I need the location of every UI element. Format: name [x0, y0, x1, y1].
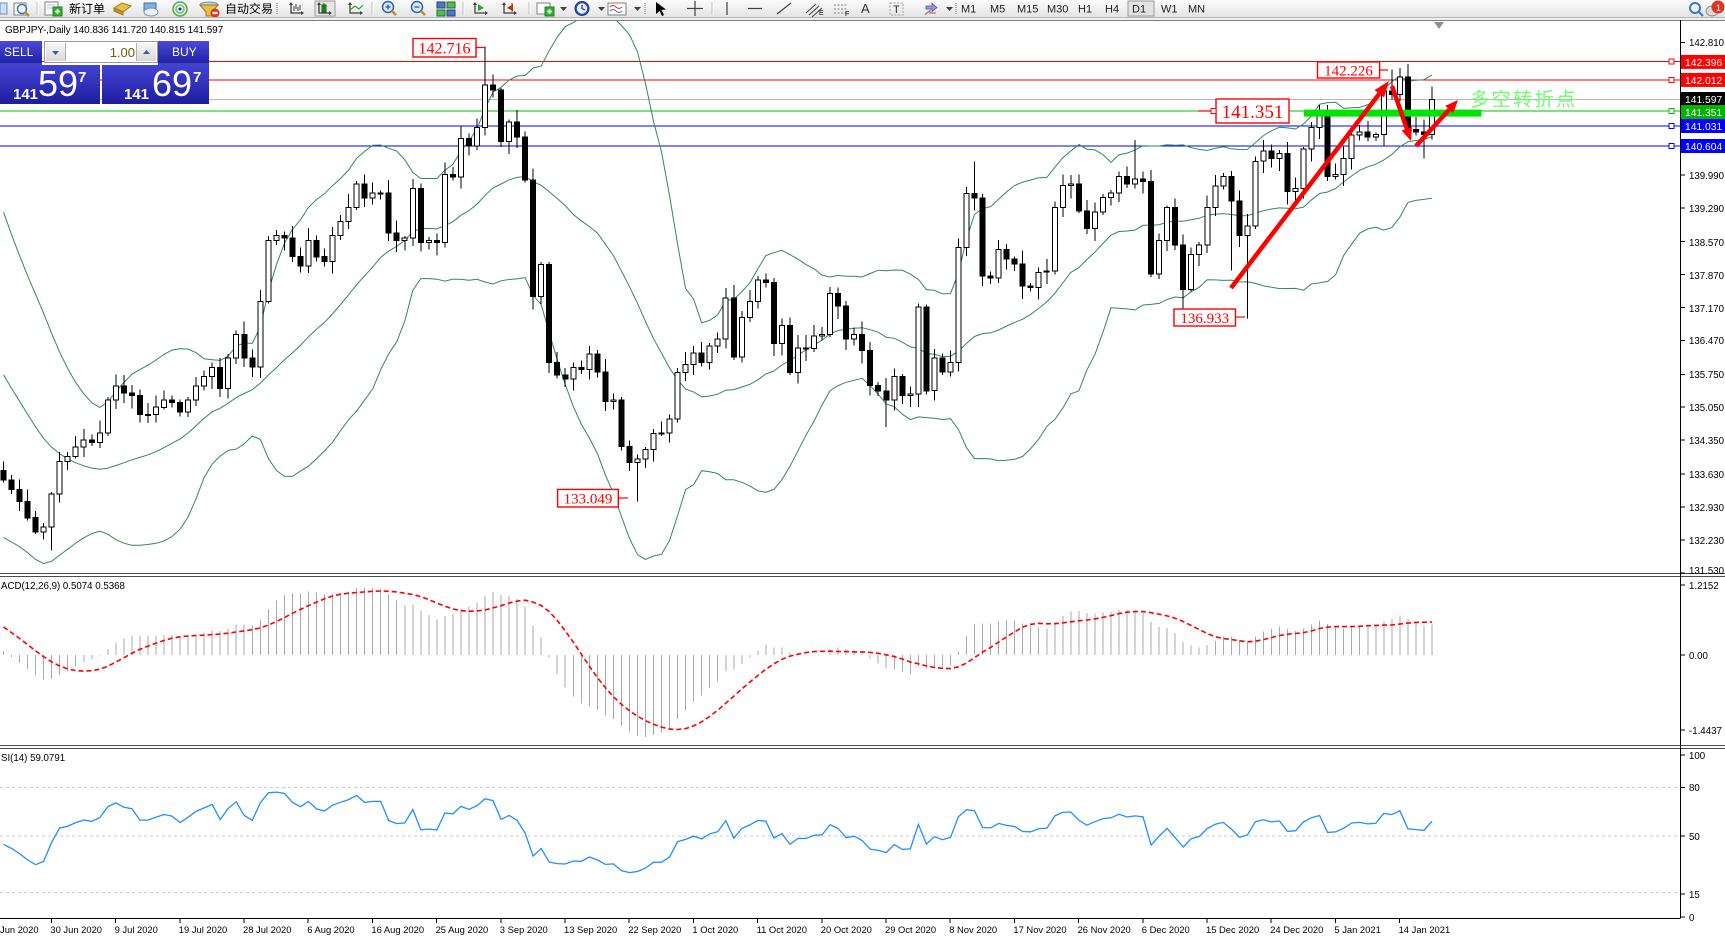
svg-text:131.530: 131.530 [1689, 566, 1725, 577]
svg-text:133.630: 133.630 [1689, 470, 1725, 481]
svg-text:138.570: 138.570 [1689, 238, 1725, 249]
svg-text:28 Jul 2020: 28 Jul 2020 [243, 924, 291, 935]
svg-text:14 Jan 2021: 14 Jan 2021 [1399, 924, 1451, 935]
svg-text:8 Nov 2020: 8 Nov 2020 [949, 924, 997, 935]
svg-text:17 Nov 2020: 17 Nov 2020 [1013, 924, 1066, 935]
svg-text:6 Dec 2020: 6 Dec 2020 [1142, 924, 1190, 935]
svg-text:M30: M30 [1047, 4, 1068, 16]
svg-text:M1: M1 [961, 4, 976, 16]
svg-text:135.750: 135.750 [1689, 370, 1725, 381]
svg-text:F: F [845, 11, 849, 17]
svg-text:6 Aug 2020: 6 Aug 2020 [307, 924, 354, 935]
svg-text:16 Aug 2020: 16 Aug 2020 [371, 924, 424, 935]
svg-text:142.226: 142.226 [1324, 63, 1373, 79]
svg-text:1: 1 [1716, 3, 1721, 13]
svg-text:142.396: 142.396 [1685, 58, 1722, 69]
svg-text:140.604: 140.604 [1685, 142, 1722, 153]
svg-text:Jun 2020: Jun 2020 [0, 924, 39, 935]
svg-text:9 Jul 2020: 9 Jul 2020 [115, 924, 158, 935]
svg-text:T: T [893, 4, 900, 16]
svg-text:132.230: 132.230 [1689, 536, 1725, 547]
svg-text:139.990: 139.990 [1689, 171, 1725, 182]
svg-text:135.050: 135.050 [1689, 403, 1725, 414]
svg-text:141.031: 141.031 [1685, 122, 1722, 133]
svg-text:136.933: 136.933 [1180, 311, 1229, 327]
svg-text:SI(14) 59.0791: SI(14) 59.0791 [1, 753, 65, 764]
svg-text:139.290: 139.290 [1689, 204, 1725, 215]
svg-text:13 Sep 2020: 13 Sep 2020 [564, 924, 617, 935]
svg-text:142.012: 142.012 [1685, 76, 1722, 87]
svg-text:3 Sep 2020: 3 Sep 2020 [500, 924, 548, 935]
svg-text:M15: M15 [1017, 4, 1038, 16]
svg-text:D1: D1 [1132, 4, 1146, 16]
svg-text:80: 80 [1689, 783, 1700, 794]
svg-text:W1: W1 [1161, 4, 1178, 16]
svg-text:H4: H4 [1105, 4, 1119, 16]
svg-text:26 Nov 2020: 26 Nov 2020 [1078, 924, 1131, 935]
svg-text:E: E [819, 10, 824, 17]
svg-text:134.350: 134.350 [1689, 436, 1725, 447]
svg-text:50: 50 [1689, 832, 1700, 843]
svg-text:15: 15 [1689, 890, 1700, 901]
svg-text:133.049: 133.049 [564, 492, 613, 508]
svg-text:141.351: 141.351 [1685, 108, 1722, 119]
svg-text:132.930: 132.930 [1689, 503, 1725, 514]
svg-text:15 Dec 2020: 15 Dec 2020 [1206, 924, 1259, 935]
svg-text:141.597: 141.597 [1685, 95, 1722, 106]
svg-text:ACD(12,26,9) 0.5074 0.5368: ACD(12,26,9) 0.5074 0.5368 [1, 581, 125, 592]
svg-text:20 Oct 2020: 20 Oct 2020 [821, 924, 872, 935]
svg-text:M5: M5 [990, 4, 1005, 16]
svg-text:A: A [861, 1, 870, 16]
svg-text:1.2152: 1.2152 [1689, 581, 1719, 592]
svg-text:5 Jan 2021: 5 Jan 2021 [1334, 924, 1380, 935]
svg-text:25 Aug 2020: 25 Aug 2020 [436, 924, 489, 935]
svg-text:22 Sep 2020: 22 Sep 2020 [628, 924, 681, 935]
svg-text:24 Dec 2020: 24 Dec 2020 [1270, 924, 1323, 935]
svg-text:19 Jul 2020: 19 Jul 2020 [179, 924, 227, 935]
svg-text:11 Oct 2020: 11 Oct 2020 [757, 924, 807, 935]
svg-text:136.470: 136.470 [1689, 336, 1725, 347]
svg-text:0: 0 [1689, 913, 1695, 924]
svg-text:0.00: 0.00 [1689, 651, 1708, 662]
svg-text:1 Oct 2020: 1 Oct 2020 [692, 924, 738, 935]
svg-text:-1.4437: -1.4437 [1689, 726, 1722, 737]
svg-text:30 Jun 2020: 30 Jun 2020 [50, 924, 102, 935]
svg-text:141.351: 141.351 [1222, 102, 1284, 123]
svg-text:29 Oct 2020: 29 Oct 2020 [885, 924, 936, 935]
svg-text:H1: H1 [1078, 4, 1092, 16]
svg-text:MN: MN [1188, 4, 1205, 16]
svg-text:142.716: 142.716 [419, 41, 471, 58]
svg-text:GBPJPY-,Daily 140.836 141.720: GBPJPY-,Daily 140.836 141.720 140.815 14… [5, 25, 224, 36]
svg-text:137.870: 137.870 [1689, 271, 1725, 282]
svg-text:100: 100 [1689, 751, 1706, 762]
svg-text:142.810: 142.810 [1689, 38, 1725, 49]
svg-text:137.170: 137.170 [1689, 304, 1725, 315]
